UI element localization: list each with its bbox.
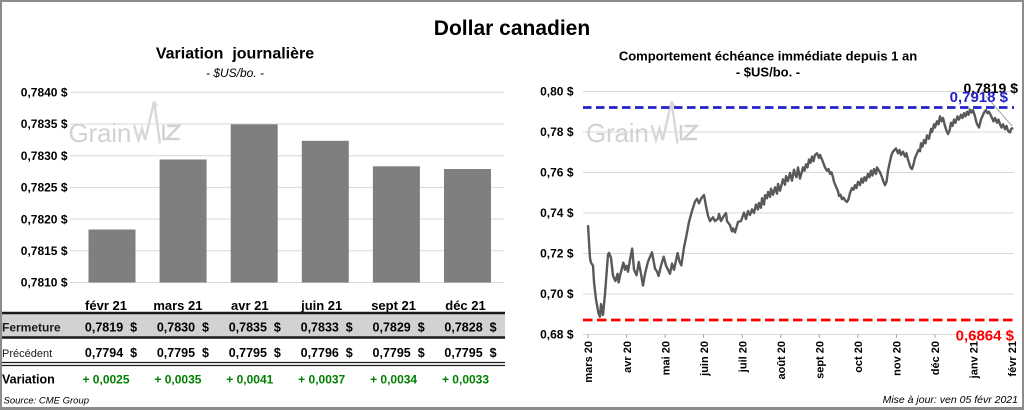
svg-text:Variation journalière: Variation journalière	[156, 46, 314, 63]
svg-text:Comportement échéance immédiat: Comportement échéance immédiate depuis 1…	[619, 49, 917, 64]
svg-text:0,78 $: 0,78 $	[540, 125, 574, 139]
svg-text:0,7810 $: 0,7810 $	[21, 276, 68, 290]
svg-text:Fermeture: Fermeture	[2, 321, 61, 335]
svg-text:0,7825 $: 0,7825 $	[21, 181, 68, 195]
svg-text:0,7830 $: 0,7830 $	[21, 149, 68, 163]
svg-text:avr 20: avr 20	[622, 341, 634, 373]
svg-text:0,7795 $: 0,7795 $	[373, 346, 425, 360]
svg-text:+ 0,0033: + 0,0033	[442, 373, 489, 387]
svg-text:0,7840 $: 0,7840 $	[21, 86, 68, 100]
svg-text:Grain: Grain	[69, 118, 132, 148]
svg-text:+ 0,0035: + 0,0035	[154, 373, 201, 387]
svg-text:0,7815 $: 0,7815 $	[21, 244, 68, 258]
svg-text:déc 20: déc 20	[930, 341, 942, 375]
svg-text:0,7795 $: 0,7795 $	[229, 346, 281, 360]
svg-text:0,76 $: 0,76 $	[540, 166, 574, 180]
svg-text:0,7819 $: 0,7819 $	[85, 321, 137, 335]
svg-text:0,6864 $: 0,6864 $	[956, 328, 1015, 345]
svg-text:juin 21: juin 21	[300, 298, 342, 313]
svg-text:mars 20: mars 20	[583, 341, 595, 383]
svg-text:0,7819 $: 0,7819 $	[964, 80, 1019, 96]
svg-text:0,68 $: 0,68 $	[540, 328, 574, 342]
svg-text:- $US/bo. -: - $US/bo. -	[736, 65, 800, 80]
svg-text:nov 20: nov 20	[892, 341, 904, 376]
svg-text:0,7918 $: 0,7918 $	[950, 89, 1009, 106]
svg-text:Grain: Grain	[586, 118, 649, 148]
svg-text:Variation: Variation	[2, 373, 55, 387]
svg-text:mai 20: mai 20	[660, 341, 672, 375]
svg-text:0,7794 $: 0,7794 $	[85, 346, 137, 360]
svg-text:0,7833 $: 0,7833 $	[301, 321, 353, 335]
svg-text:0,70 $: 0,70 $	[540, 287, 574, 301]
svg-text:0,7829 $: 0,7829 $	[373, 321, 425, 335]
svg-text:janv 21: janv 21	[969, 341, 981, 379]
svg-text:+ 0,0034: + 0,0034	[370, 373, 417, 387]
svg-text:0,7796 $: 0,7796 $	[301, 346, 353, 360]
svg-text:Précédent: Précédent	[2, 348, 52, 360]
svg-text:sept 21: sept 21	[371, 298, 416, 313]
svg-text:déc 21: déc 21	[445, 298, 485, 313]
svg-text:août 20: août 20	[776, 341, 788, 380]
svg-text:0,7795 $: 0,7795 $	[444, 346, 496, 360]
svg-text:0,7828 $: 0,7828 $	[444, 321, 496, 335]
svg-text:0,74 $: 0,74 $	[540, 206, 574, 220]
svg-text:avr 21: avr 21	[231, 298, 269, 313]
svg-text:0,72 $: 0,72 $	[540, 247, 574, 261]
svg-text:juil 20: juil 20	[737, 341, 749, 373]
svg-text:févr 21: févr 21	[1007, 341, 1019, 376]
svg-text:Source: CME Group: Source: CME Group	[4, 396, 90, 407]
svg-text:+ 0,0041: + 0,0041	[226, 373, 273, 387]
svg-text:+ 0,0025: + 0,0025	[82, 373, 129, 387]
svg-text:Dollar canadien: Dollar canadien	[434, 17, 590, 40]
svg-text:0,7835 $: 0,7835 $	[229, 321, 281, 335]
svg-text:- $US/bo. -: - $US/bo. -	[206, 66, 264, 80]
svg-text:0,7795 $: 0,7795 $	[157, 346, 209, 360]
svg-text:0,7835 $: 0,7835 $	[21, 117, 68, 131]
svg-text:+ 0,0037: + 0,0037	[298, 373, 345, 387]
svg-text:mars 21: mars 21	[153, 298, 202, 313]
svg-text:oct 20: oct 20	[853, 341, 865, 373]
svg-text:sept 20: sept 20	[815, 341, 827, 379]
svg-text:Mise à jour: ven 05 févr 2021: Mise à jour: ven 05 févr 2021	[883, 394, 1018, 406]
svg-text:juin 20: juin 20	[699, 341, 711, 377]
svg-text:0,7830 $: 0,7830 $	[157, 321, 209, 335]
svg-text:0,80 $: 0,80 $	[540, 85, 574, 99]
svg-text:0,7820 $: 0,7820 $	[21, 212, 68, 226]
svg-text:févr 21: févr 21	[85, 298, 127, 313]
